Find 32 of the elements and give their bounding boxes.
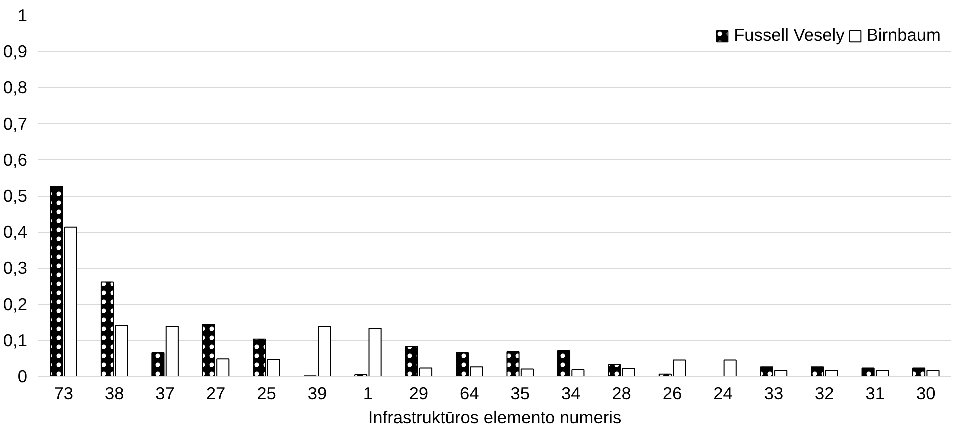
x-tick-label: 33 — [764, 384, 784, 404]
y-tick-label: 0,5 — [3, 186, 28, 206]
x-tick-label: 28 — [612, 384, 632, 404]
y-tick-label: 0,7 — [3, 114, 28, 134]
x-tick-label: 31 — [866, 384, 886, 404]
y-tick-label: 0 — [18, 366, 28, 386]
y-tick-label: 0,4 — [3, 222, 28, 242]
y-tick-label: 1 — [18, 6, 28, 26]
y-tick-label: 0,6 — [3, 150, 28, 170]
x-tick-label: 25 — [257, 384, 276, 404]
x-tick-label: 38 — [104, 384, 124, 404]
x-tick-label: 26 — [662, 384, 682, 404]
legend-label: Birnbaum — [866, 25, 941, 46]
x-tick-label: 1 — [363, 384, 374, 404]
x-tick-label: 30 — [916, 384, 936, 404]
x-tick-label: 24 — [714, 384, 734, 404]
x-axis-title: Infrastruktūros elemento numeris — [368, 408, 622, 428]
x-tick-label: 64 — [460, 384, 480, 404]
x-tick-label: 34 — [561, 384, 582, 404]
x-tick-label: 35 — [510, 384, 530, 404]
x-tick-label: 39 — [308, 384, 328, 404]
y-tick-label: 0,3 — [3, 258, 28, 278]
y-tick-label: 0,8 — [3, 78, 28, 98]
y-tick-label: 0,9 — [3, 42, 28, 62]
y-tick-label: 0,2 — [3, 294, 28, 314]
x-tick-label: 27 — [206, 384, 226, 404]
x-tick-label: 73 — [54, 384, 74, 404]
y-tick-label: 0,1 — [3, 330, 28, 350]
legend-label: Fussell Vesely — [734, 25, 845, 46]
x-tick-label: 32 — [815, 384, 834, 404]
x-tick-label: 37 — [156, 384, 175, 404]
x-tick-label: 29 — [409, 384, 429, 404]
